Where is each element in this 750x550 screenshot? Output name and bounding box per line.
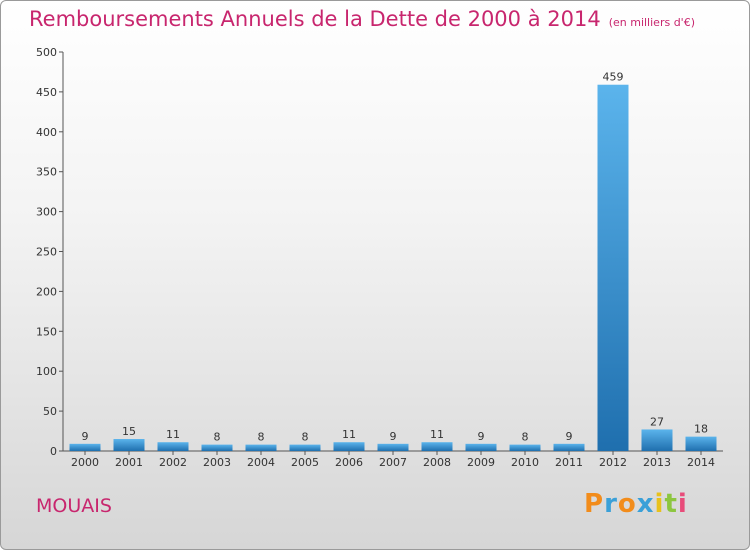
x-tick-label: 2003 [203,456,231,469]
y-tick-label: 350 [36,166,57,179]
x-tick-label: 2005 [291,456,319,469]
logo-letter: i [654,489,665,519]
x-tick-label: 2010 [511,456,539,469]
y-tick-label: 500 [36,46,57,59]
bar [553,443,585,451]
bar [245,444,277,451]
proxiti-logo: Proxiti [584,489,688,519]
y-tick-label: 150 [36,325,57,338]
y-tick-label: 450 [36,86,57,99]
y-tick-label: 0 [50,445,57,458]
chart-title-text: Remboursements Annuels de la Dette de 20… [29,7,601,31]
bar-value-label: 9 [390,430,397,443]
bar-value-label: 8 [522,431,529,444]
bar [289,444,321,451]
x-tick-label: 2014 [687,456,715,469]
bar-value-label: 11 [342,428,356,441]
chart-labels: 9 15 11 8 8 8 11 9 11 9 8 9 459 27 18 [82,71,709,444]
x-tick-label: 2001 [115,456,143,469]
logo-letter: P [584,489,605,519]
bar-value-label: 9 [478,430,485,443]
bar-value-label: 9 [82,430,89,443]
chart-title: Remboursements Annuels de la Dette de 20… [29,7,695,31]
chart-axes: 0 50 100 150 200 250 300 350 400 450 500 2000 2001 20… [36,46,723,469]
x-tick-label: 2002 [159,456,187,469]
bar-value-label: 8 [302,431,309,444]
bar-value-label: 9 [566,430,573,443]
logo-letter: o [617,489,637,519]
x-tick-label: 2008 [423,456,451,469]
bar-value-label: 8 [214,431,221,444]
x-tick-label: 2006 [335,456,363,469]
y-tick-label: 100 [36,365,57,378]
bar-value-label: 8 [258,431,265,444]
bar [641,429,673,451]
chart-bars [69,84,717,451]
bar [333,442,365,451]
bar-value-label: 18 [694,423,708,436]
x-tick-label: 2012 [599,456,627,469]
logo-letter: x [636,489,655,519]
bar [157,442,189,451]
bar-value-label: 15 [122,425,136,438]
bar [69,443,101,451]
bar [509,444,541,451]
town-name: MOUAIS [36,495,112,517]
y-tick-label: 400 [36,126,57,139]
bar [597,84,629,451]
bar [201,444,233,451]
logo-letter: i [677,489,688,519]
y-tick-label: 300 [36,206,57,219]
bar-value-label: 11 [166,428,180,441]
bar [113,439,145,451]
chart-unit: (en milliers d'€) [608,16,695,29]
x-tick-label: 2004 [247,456,275,469]
x-tick-label: 2009 [467,456,495,469]
logo-letter: r [604,489,618,519]
bar [377,443,409,451]
x-tick-label: 2013 [643,456,671,469]
logo-letter: t [664,489,678,519]
bar-value-label: 459 [603,71,624,84]
bar [465,443,497,451]
y-tick-label: 50 [43,405,57,418]
bar [421,442,453,451]
bar [685,436,717,451]
bar-value-label: 11 [430,428,444,441]
x-tick-label: 2011 [555,456,583,469]
x-tick-label: 2007 [379,456,407,469]
bar-value-label: 27 [650,415,664,428]
y-tick-label: 250 [36,246,57,259]
x-tick-label: 2000 [71,456,99,469]
y-tick-label: 200 [36,285,57,298]
